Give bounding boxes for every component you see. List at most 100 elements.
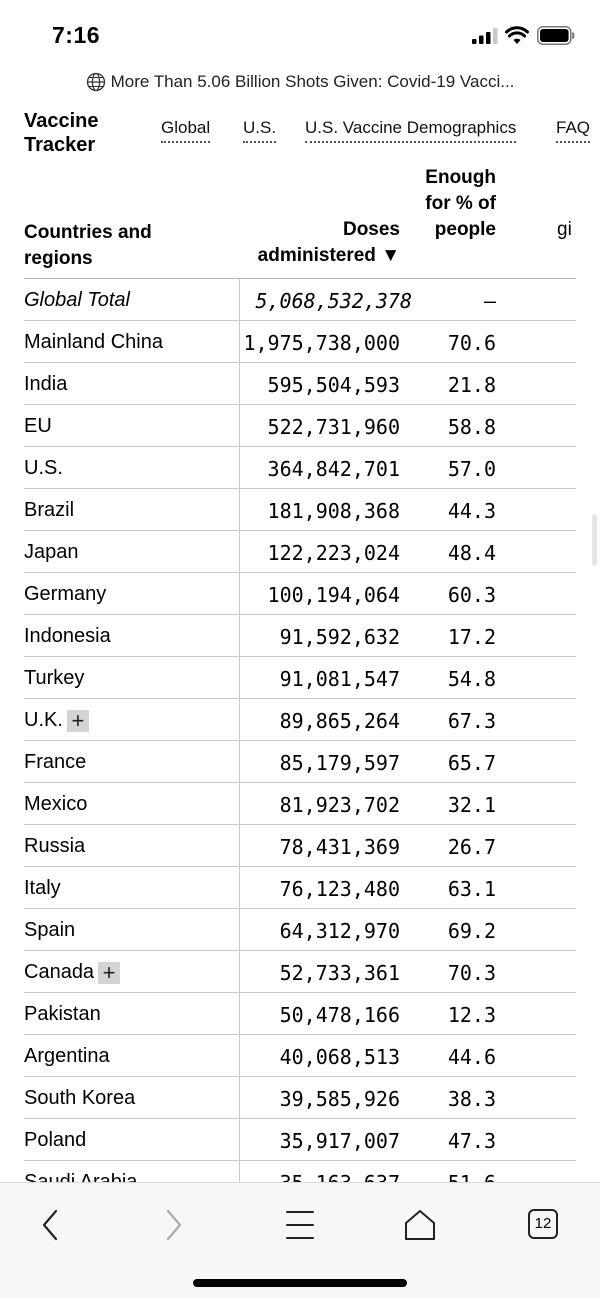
region-name: Indonesia: [24, 625, 111, 647]
doses-cell: 81,923,702: [279, 793, 400, 817]
region-name: Russia: [24, 835, 86, 857]
back-button[interactable]: [30, 1205, 70, 1245]
cell-divider: [239, 1119, 240, 1161]
region-cell: Turkey: [24, 667, 84, 690]
region-cell: South Korea: [24, 1087, 135, 1110]
table-row: South Korea 39,585,926 38.3: [0, 1077, 600, 1119]
table-row: Japan 122,223,024 48.4: [0, 531, 600, 573]
home-button[interactable]: [400, 1205, 440, 1245]
nav-link-us[interactable]: U.S.: [243, 118, 277, 143]
region-name: Pakistan: [24, 1003, 101, 1025]
region-cell: Argentina: [24, 1045, 110, 1068]
cell-divider: [239, 741, 240, 783]
forward-icon: [166, 1209, 182, 1241]
cell-divider: [239, 825, 240, 867]
percent-cell: 69.2: [447, 919, 496, 943]
cell-divider: [239, 447, 240, 489]
column-header-percent[interactable]: Enough for % of people: [425, 167, 496, 240]
table-body: Global Total 5,068,532,378 – Mainland China…: [0, 279, 600, 1182]
percent-cell: 70.3: [447, 961, 496, 985]
region-name: Spain: [24, 919, 76, 941]
region-cell: Saudi Arabia: [24, 1171, 137, 1182]
region-name: Turkey: [24, 667, 85, 689]
nav-link-global[interactable]: Global: [161, 118, 211, 143]
region-cell: Italy: [24, 877, 61, 900]
globe-icon: [86, 72, 105, 92]
table-row: France 85,179,597 65.7: [0, 741, 600, 783]
region-cell: U.S.: [24, 457, 63, 480]
region-cell: India: [24, 373, 67, 396]
table-row: India 595,504,593 21.8: [0, 363, 600, 405]
doses-cell: 1,975,738,000: [243, 331, 400, 355]
doses-cell: 35,163,637: [240, 1171, 400, 1182]
browser-toolbar: 12: [0, 1182, 600, 1298]
table-row: Pakistan 50,478,166 12.3: [0, 993, 600, 1035]
status-time: 7:16: [52, 22, 101, 48]
cell-divider: [239, 405, 240, 447]
doses-cell: 76,123,480: [279, 877, 400, 901]
region-cell: Indonesia: [24, 625, 111, 648]
table-row: Canada +52,733,361 70.3: [0, 951, 600, 993]
signal-icon: [472, 28, 498, 44]
region-cell: EU: [24, 415, 52, 438]
table-row: Mexico 81,923,702 32.1: [0, 783, 600, 825]
table-row: Italy 76,123,480 63.1: [0, 867, 600, 909]
vaccine-table: Countries and regions Doses administered…: [0, 160, 600, 1182]
region-name: U.S.: [24, 457, 63, 479]
url-bar[interactable]: More Than 5.06 Billion Shots Given: Covi…: [0, 68, 600, 96]
column-header-region: Countries and regions: [24, 222, 152, 269]
tabs-button[interactable]: 12: [528, 1209, 558, 1239]
table-row: Brazil 181,908,368 44.3: [0, 489, 600, 531]
wifi-icon: [505, 26, 529, 44]
percent-cell: 63.1: [447, 877, 496, 901]
table-row: EU 522,731,960 58.8: [0, 405, 600, 447]
region-name: Global Total: [24, 289, 130, 311]
doses-cell: 40,068,513: [279, 1045, 400, 1069]
back-icon: [42, 1209, 58, 1241]
percent-cell: 21.8: [447, 373, 496, 397]
cell-divider: [239, 867, 240, 909]
cell-divider: [239, 993, 240, 1035]
scroll-indicator[interactable]: [592, 514, 597, 566]
doses-cell: 35,917,007: [279, 1129, 400, 1153]
column-header-doses[interactable]: Doses administered ▼: [257, 219, 400, 266]
cell-divider: [239, 909, 240, 951]
cell-divider: [239, 1161, 240, 1182]
region-cell: Germany: [24, 583, 106, 606]
percent-cell: 65.7: [447, 751, 496, 775]
table-row: Indonesia 91,592,632 17.2: [0, 615, 600, 657]
percent-cell: 70.6: [447, 331, 496, 355]
region-name: U.K.: [24, 709, 63, 731]
region-cell: Japan: [24, 541, 79, 564]
doses-cell: 181,908,368: [267, 499, 400, 523]
expand-button[interactable]: +: [66, 710, 89, 732]
doses-cell: 52,733,361: [279, 961, 400, 985]
doses-cell: 595,504,593: [267, 373, 400, 397]
menu-icon: [286, 1211, 314, 1239]
forward-button[interactable]: [154, 1205, 194, 1245]
region-cell: Poland: [24, 1129, 86, 1152]
table-row: U.K. +89,865,264 67.3: [0, 699, 600, 741]
region-name: Saudi Arabia: [24, 1171, 138, 1182]
region-name: Germany: [24, 583, 107, 605]
cell-divider: [239, 1077, 240, 1119]
percent-cell: 47.3: [447, 1129, 496, 1153]
percent-cell: 58.8: [447, 415, 496, 439]
table-row: Saudi Arabia 35,163,637 51.6: [0, 1161, 600, 1182]
table-row: Russia 78,431,369 26.7: [0, 825, 600, 867]
doses-cell: 364,842,701: [267, 457, 400, 481]
header-divider: [24, 278, 576, 279]
doses-cell: 522,731,960: [267, 415, 400, 439]
percent-cell: 67.3: [447, 709, 496, 733]
menu-button[interactable]: [280, 1205, 320, 1245]
vaccine-tracker-brand[interactable]: Vaccine Tracker: [24, 110, 99, 156]
region-cell: Russia: [24, 835, 85, 858]
table-row: Spain 64,312,970 69.2: [0, 909, 600, 951]
doses-cell: 39,585,926: [279, 1087, 400, 1111]
expand-button[interactable]: +: [98, 962, 121, 984]
nav-link-faq[interactable]: FAQ: [556, 118, 591, 143]
nav-link-us-demographics[interactable]: U.S. Vaccine Demographics: [305, 118, 517, 143]
region-name: France: [24, 751, 87, 773]
table-row: Germany 100,194,064 60.3: [0, 573, 600, 615]
region-name: Poland: [24, 1129, 87, 1151]
